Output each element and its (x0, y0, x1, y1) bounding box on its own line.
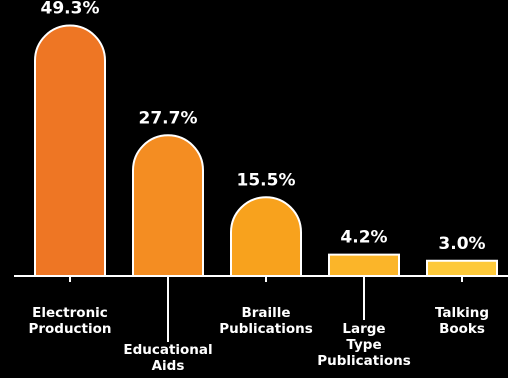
value-label-4: 4.2% (340, 228, 387, 248)
bar-2 (132, 134, 204, 277)
category-label-1: Electronic Production (28, 305, 111, 337)
value-label-1: 49.3% (41, 0, 100, 19)
value-label-3: 15.5% (237, 170, 296, 190)
category-label-5: Talking Books (435, 305, 489, 337)
bar-3 (230, 196, 302, 277)
category-label-3: Braille Publications (219, 305, 313, 337)
bars-group (34, 24, 498, 277)
bar-5 (426, 259, 498, 277)
value-label-5: 3.0% (438, 234, 485, 254)
value-label-2: 27.7% (139, 108, 198, 128)
bar-4 (328, 253, 400, 277)
labels-group: 49.3% Electronic Production 27.7% Educationa… (28, 0, 489, 374)
category-label-4: Large Type Publications (317, 321, 411, 369)
bar-1 (34, 24, 106, 277)
category-label-2: Educational Aids (123, 342, 212, 374)
